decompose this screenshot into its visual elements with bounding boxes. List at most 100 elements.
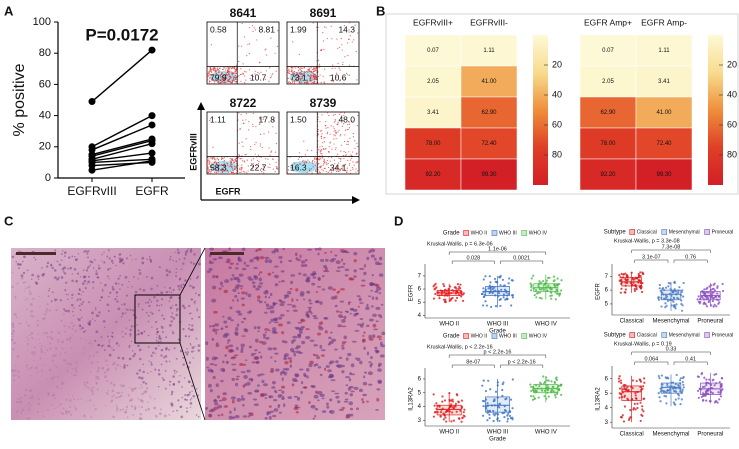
nucleus [182, 363, 185, 366]
nucleus [264, 328, 269, 331]
nucleus [273, 248, 279, 252]
cell-dot [337, 63, 339, 65]
nucleus [138, 417, 142, 421]
nucleus [233, 407, 236, 412]
cell-dot [306, 81, 309, 83]
nucleus [325, 402, 329, 406]
jitter-point [681, 380, 684, 384]
cell-dot [237, 164, 239, 167]
x-tick-label: EGFR [135, 184, 169, 198]
nucleus [82, 330, 85, 333]
nucleus [85, 269, 89, 272]
cell-dot [314, 75, 316, 77]
nucleus [220, 327, 224, 330]
nucleus [48, 368, 52, 372]
cell-dot [254, 153, 256, 155]
pair-line [91, 143, 153, 160]
cell-dot [253, 27, 255, 29]
jitter-point [674, 403, 677, 406]
cell-dot [342, 78, 344, 80]
nucleus [24, 281, 27, 284]
cell-dot [219, 82, 222, 85]
nucleus [164, 387, 167, 390]
nucleus [86, 367, 89, 369]
nucleus [118, 257, 122, 260]
cell-dot [211, 173, 213, 175]
nucleus [25, 308, 28, 311]
nucleus [334, 392, 340, 395]
nucleus [349, 277, 355, 281]
cell-dot [250, 159, 253, 161]
cell-dot [343, 82, 345, 85]
nucleus [88, 355, 91, 358]
jitter-point [545, 379, 549, 382]
cell-dot [307, 74, 309, 76]
nucleus [87, 275, 90, 278]
nucleus [162, 331, 164, 333]
jitter-point [703, 376, 706, 379]
cell-label: 0.07 [427, 48, 439, 54]
nucleus [210, 369, 213, 373]
nucleus [179, 375, 181, 377]
jitter-point [661, 291, 664, 294]
nucleus [34, 281, 38, 284]
cell-dot [245, 138, 247, 140]
cell-dot [332, 170, 335, 172]
cell-dot [321, 133, 323, 135]
nucleus [338, 356, 343, 360]
nucleus [40, 369, 43, 372]
nucleus [364, 371, 368, 374]
nucleus [65, 293, 68, 296]
jitter-point [665, 391, 668, 394]
jitter-point [547, 379, 550, 382]
cell-dot [223, 76, 225, 78]
nucleus [354, 329, 360, 332]
y-tick-label: 6 [605, 288, 609, 294]
nucleus [26, 269, 29, 272]
nucleus [314, 408, 319, 411]
nucleus [38, 295, 40, 298]
nucleus [378, 273, 384, 277]
nucleus [96, 361, 99, 364]
nucleus [38, 338, 40, 340]
nucleus [68, 326, 71, 329]
nucleus [302, 298, 306, 301]
nucleus [189, 278, 192, 280]
cell-dot [238, 75, 240, 77]
nucleus [108, 353, 112, 357]
nucleus [34, 366, 38, 370]
nucleus [317, 399, 320, 402]
cell-dot [334, 135, 336, 137]
cell-dot [300, 81, 303, 83]
jitter-point [674, 398, 677, 401]
nucleus [235, 276, 240, 281]
nucleus [60, 259, 63, 262]
cell-dot [308, 70, 310, 72]
nucleus [144, 382, 148, 385]
cell-dot [243, 161, 246, 163]
cell-dot [259, 133, 262, 135]
cell-dot [270, 76, 272, 78]
nucleus [81, 352, 84, 355]
cell-dot [231, 79, 233, 81]
nucleus [100, 336, 103, 339]
nucleus [313, 344, 318, 347]
cell-label: 72.40 [656, 141, 672, 147]
nucleus [77, 318, 81, 322]
heat-cell [635, 65, 693, 98]
cell-dot [229, 66, 231, 69]
cell-dot [328, 151, 330, 153]
jitter-point [482, 379, 485, 382]
nucleus [340, 364, 345, 368]
nucleus [279, 394, 283, 397]
nucleus [332, 288, 337, 291]
cell-dot [318, 159, 320, 161]
nucleus [40, 345, 43, 348]
nucleus [91, 311, 94, 315]
cell-dot [231, 71, 233, 73]
cell-dot [255, 167, 257, 169]
nucleus [20, 412, 23, 414]
heat-cell [404, 65, 462, 98]
cell-dot [335, 131, 337, 133]
nucleus [86, 251, 88, 253]
